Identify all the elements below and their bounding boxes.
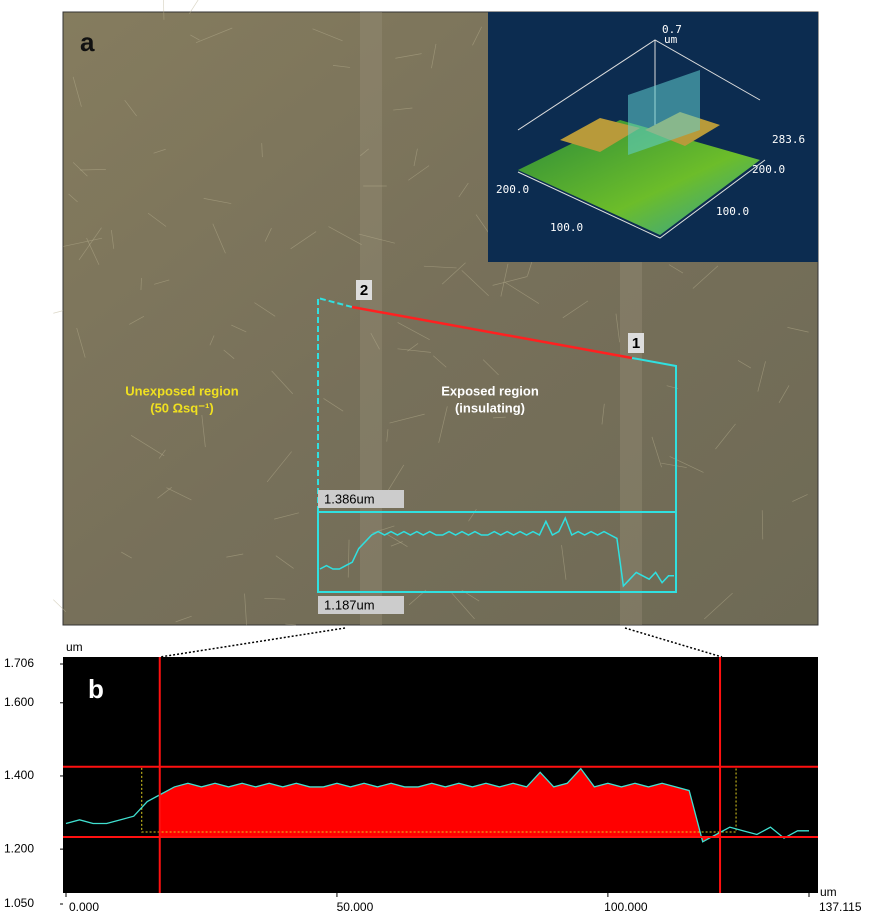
- panel-a: a Unexposed region (50 Ωsq⁻¹) Exposed re…: [53, 0, 818, 625]
- inset-label: 283.6: [772, 133, 805, 146]
- stripe: [360, 12, 382, 625]
- y-tick-label: 1.200: [4, 841, 34, 855]
- profile-bottom: 1.187um: [324, 597, 375, 612]
- marker: 1: [632, 335, 640, 352]
- region-label: (insulating): [455, 400, 525, 415]
- panel-label: b: [88, 674, 104, 704]
- y-unit: um: [66, 640, 83, 654]
- y-tick-label: 1.600: [4, 695, 34, 709]
- x-tick-label: 50.000: [337, 900, 374, 914]
- inset-label: 100.0: [716, 205, 749, 218]
- y-tick-label: 1.400: [4, 768, 34, 782]
- inset-label: 200.0: [752, 163, 785, 176]
- region-label: Unexposed region: [125, 383, 238, 398]
- fiber: [53, 311, 63, 314]
- y-tick-label: 1.706: [4, 656, 34, 670]
- connector: [160, 628, 345, 657]
- x-tick-label: 137.115: [819, 900, 862, 914]
- x-unit: um: [820, 885, 837, 899]
- profile-top: 1.386um: [324, 491, 375, 506]
- inset-label: 100.0: [550, 221, 583, 234]
- inset-label: um: [664, 33, 678, 46]
- region-label: Exposed region: [441, 383, 539, 398]
- x-tick-label: 100.000: [604, 900, 648, 914]
- y-tick-label: 1.050: [4, 896, 34, 910]
- plot-area: [63, 657, 818, 893]
- marker: 2: [360, 282, 368, 299]
- inset-label: 200.0: [496, 183, 529, 196]
- region-label: (50 Ωsq⁻¹): [150, 400, 214, 415]
- x-tick-label: 0.000: [69, 900, 99, 914]
- connector: [625, 628, 722, 657]
- inset-3d: 0.7 um 283.6 200.0 200.0 100.0 100.0: [488, 12, 818, 262]
- panel-label: a: [80, 27, 95, 57]
